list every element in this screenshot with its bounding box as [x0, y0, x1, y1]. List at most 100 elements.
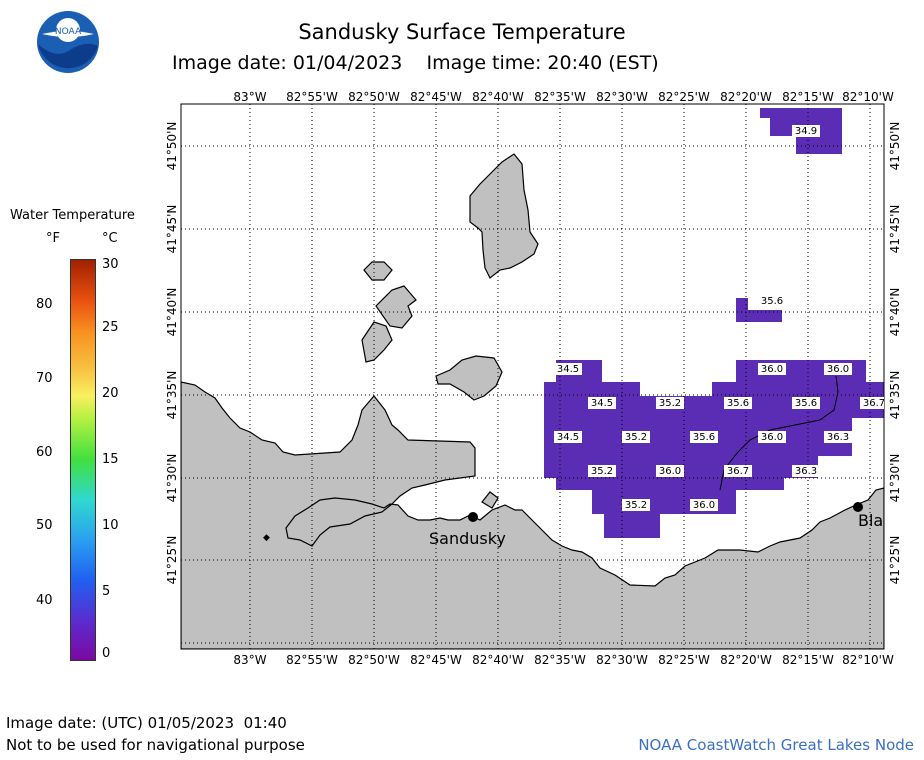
- lat-label: 41°40'N: [165, 288, 179, 337]
- temp-label: 36.0: [758, 363, 786, 375]
- temperature-labels: 34.9 35.6 34.5 36.0 36.0 34.5 35.2 35.6 …: [554, 125, 885, 511]
- lon-label: 82°50'W: [348, 90, 400, 104]
- longitude-labels-top: 83°W 82°55'W 82°50'W 82°45'W 82°40'W 82°…: [233, 90, 894, 104]
- page-title: Sandusky Surface Temperature: [298, 20, 626, 44]
- legend-title: Water Temperature: [10, 208, 135, 223]
- temp-label: 34.5: [588, 397, 616, 409]
- lon-label: 82°15'W: [782, 90, 834, 104]
- temp-value: 36.0: [761, 364, 783, 375]
- lat-label: 41°25'N: [888, 536, 902, 585]
- image-date-time: Image date: 01/04/2023 Image time: 20:40…: [172, 52, 659, 74]
- lon-label: 82°55'W: [286, 653, 338, 667]
- temp-label: 36.0: [758, 431, 786, 443]
- utc-image-date: Image date: (UTC) 01/05/2023 01:40: [6, 714, 287, 732]
- map-svg: Sandusky Bla ◆ 34.9 35.6 34.5 36.0 36.0 …: [165, 90, 902, 667]
- latitude-labels-left: 41°50'N 41°45'N 41°40'N 41°35'N 41°30'N …: [165, 122, 179, 585]
- city-marker-sandusky: [468, 512, 478, 522]
- temp-value: 34.5: [557, 432, 579, 443]
- legend-c-tick: 5: [102, 584, 111, 599]
- lon-label: 82°20'W: [720, 653, 772, 667]
- temp-value: 35.2: [625, 432, 647, 443]
- temp-value: 36.7: [863, 398, 885, 409]
- land-island-kelleys: [435, 355, 503, 401]
- legend-c-tick: 25: [102, 320, 119, 335]
- lat-label: 41°25'N: [165, 536, 179, 585]
- noaa-logo: NOAA: [36, 10, 100, 74]
- land-island-north: [469, 153, 539, 279]
- map-border: [180, 103, 885, 650]
- temp-value: 36.0: [659, 466, 681, 477]
- temp-value: 36.0: [827, 364, 849, 375]
- graticule: [181, 104, 884, 649]
- legend-f-tick: 60: [36, 445, 53, 460]
- lon-label: 82°30'W: [596, 653, 648, 667]
- lon-label: 82°40'W: [472, 90, 524, 104]
- temp-value: 34.9: [795, 126, 817, 137]
- temp-value: 35.2: [591, 466, 613, 477]
- lon-label: 82°35'W: [534, 653, 586, 667]
- image-time: Image time: 20:40 (EST): [426, 52, 659, 74]
- lat-label: 41°30'N: [888, 454, 902, 503]
- lon-label: 83°W: [233, 90, 266, 104]
- lon-label: 82°25'W: [658, 90, 710, 104]
- marker-small: ◆: [263, 533, 270, 543]
- lat-label: 41°50'N: [165, 122, 179, 171]
- temp-label: 34.9: [792, 125, 820, 137]
- temp-label: 35.2: [588, 465, 616, 477]
- lat-label: 41°35'N: [888, 371, 902, 420]
- temp-value: 36.0: [761, 432, 783, 443]
- temp-label: 36.3: [824, 431, 852, 443]
- navigation-disclaimer: Not to be used for navigational purpose: [6, 736, 305, 754]
- legend-f-tick: 50: [36, 518, 53, 533]
- lon-label: 82°50'W: [348, 653, 400, 667]
- temp-label: 36.0: [824, 363, 852, 375]
- lat-label: 41°45'N: [165, 205, 179, 254]
- temp-label: 36.7: [724, 465, 752, 477]
- temp-label: 35.6: [724, 397, 752, 409]
- lon-label: 82°40'W: [472, 653, 524, 667]
- temp-value: 36.3: [827, 432, 849, 443]
- lon-label: 82°15'W: [782, 653, 834, 667]
- legend-unit-f: °F: [46, 231, 60, 246]
- legend-c-tick: 20: [102, 386, 119, 401]
- land-island-small-3: [361, 321, 393, 363]
- land-island-small-1: [363, 261, 393, 281]
- temp-value: 35.6: [727, 398, 749, 409]
- lon-label: 82°10'W: [842, 90, 894, 104]
- temp-label: 35.6: [690, 431, 718, 443]
- legend-c-tick: 0: [102, 646, 111, 661]
- temp-value: 36.3: [795, 466, 817, 477]
- temp-label: 34.5: [554, 363, 582, 375]
- lon-label: 82°30'W: [596, 90, 648, 104]
- lat-label: 41°35'N: [165, 371, 179, 420]
- temp-value: 36.0: [693, 500, 715, 511]
- temp-label: 36.0: [690, 499, 718, 511]
- temp-label: 36.3: [792, 465, 820, 477]
- color-scale-bar: [70, 259, 96, 661]
- longitude-labels-bottom: 83°W 82°55'W 82°50'W 82°45'W 82°40'W 82°…: [233, 653, 894, 667]
- lon-label: 82°35'W: [534, 90, 586, 104]
- legend-c-tick: 30: [102, 257, 119, 272]
- temp-label: 35.2: [622, 499, 650, 511]
- city-label-bla: Bla: [858, 511, 883, 530]
- temp-value: 34.5: [557, 364, 579, 375]
- lon-label: 82°25'W: [658, 653, 710, 667]
- lat-label: 41°45'N: [888, 205, 902, 254]
- temp-value: 35.6: [761, 296, 783, 307]
- lon-label: 82°45'W: [410, 653, 462, 667]
- lon-label: 82°45'W: [410, 90, 462, 104]
- temp-value: 35.6: [795, 398, 817, 409]
- international-border: [719, 375, 839, 491]
- temp-value: 35.2: [625, 500, 647, 511]
- image-date: Image date: 01/04/2023: [172, 52, 403, 74]
- legend-c-tick: 15: [102, 452, 119, 467]
- lon-label: 82°55'W: [286, 90, 338, 104]
- lat-label: 41°30'N: [165, 454, 179, 503]
- temp-label: 35.6: [758, 295, 786, 307]
- latitude-labels-right: 41°50'N 41°45'N 41°40'N 41°35'N 41°30'N …: [888, 122, 902, 585]
- credit-link[interactable]: NOAA CoastWatch Great Lakes Node: [638, 736, 914, 754]
- noaa-logo-text: NOAA: [55, 27, 82, 37]
- temp-value: 36.7: [727, 466, 749, 477]
- temp-label: 35.6: [792, 397, 820, 409]
- lat-label: 41°40'N: [888, 288, 902, 337]
